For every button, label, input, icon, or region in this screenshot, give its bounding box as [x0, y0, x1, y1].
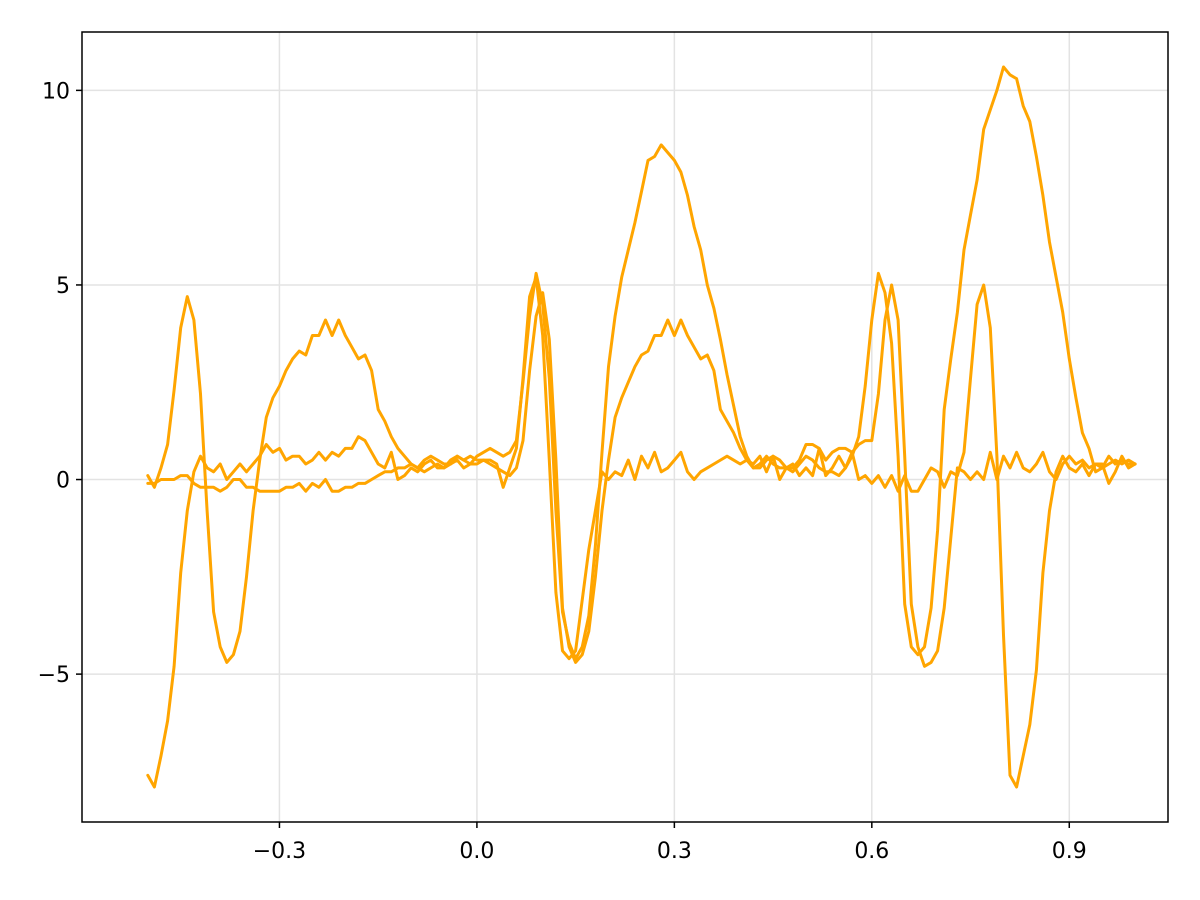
- y-tick-label: 5: [56, 274, 70, 299]
- x-tick-label: 0.0: [459, 839, 494, 864]
- series-line-3: [146, 275, 1137, 789]
- x-tick-label: 0.6: [854, 839, 889, 864]
- series-line-2: [146, 65, 1137, 789]
- series-line-1: [146, 283, 1137, 668]
- y-tick-label: 10: [42, 79, 70, 104]
- y-tick-label: 0: [56, 469, 70, 494]
- x-gridlines: [278, 32, 1071, 822]
- axes-frame: [81, 31, 1169, 823]
- x-tick-label: 0.9: [1052, 839, 1087, 864]
- x-tick-label: −0.3: [253, 839, 306, 864]
- x-axis: −0.3 0.0 0.3 0.6 0.9: [253, 822, 1087, 864]
- y-gridlines: [82, 89, 1168, 675]
- plot-area: [146, 65, 1137, 789]
- y-axis: −5 0 5 10: [38, 79, 82, 688]
- y-tick-label: −5: [38, 663, 70, 688]
- x-tick-label: 0.3: [657, 839, 692, 864]
